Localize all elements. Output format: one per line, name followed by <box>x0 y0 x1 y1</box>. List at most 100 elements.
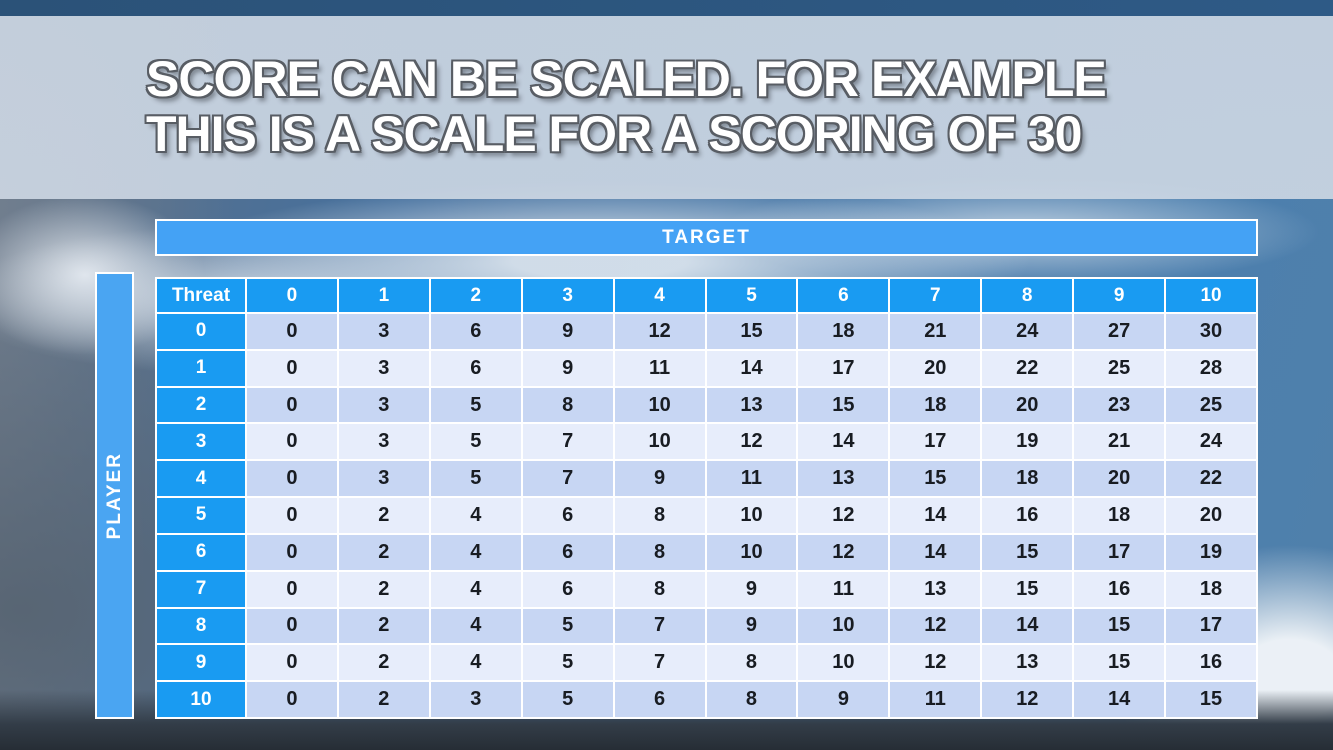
score-cell-7-7: 13 <box>890 571 981 607</box>
score-cell-7-6: 11 <box>798 571 889 607</box>
score-cell-0-5: 15 <box>706 314 797 349</box>
score-cell-4-0: 0 <box>247 461 337 497</box>
score-cell-8-2: 4 <box>430 608 521 644</box>
col-header-8: 8 <box>982 279 1073 312</box>
score-cell-2-9: 23 <box>1074 387 1165 423</box>
score-cell-0-2: 6 <box>430 314 521 349</box>
score-matrix: Threat 0 1 2 3 4 5 6 7 8 9 10 0 0 3 6 9 12 15 18 21 24 27 30 1 0 3… <box>155 277 1258 719</box>
score-cell-7-5: 9 <box>706 571 797 607</box>
score-cell-6-5: 10 <box>706 534 797 570</box>
score-cell-1-4: 11 <box>614 350 705 386</box>
score-cell-5-1: 2 <box>338 498 429 533</box>
score-cell-6-3: 6 <box>522 534 613 570</box>
score-cell-5-8: 16 <box>982 498 1073 533</box>
score-cell-10-7: 11 <box>890 682 981 717</box>
col-header-1: 1 <box>338 279 429 312</box>
score-cell-4-5: 11 <box>706 461 797 497</box>
score-cell-10-0: 0 <box>247 682 337 717</box>
score-cell-3-9: 21 <box>1074 424 1165 460</box>
slide-title-line2: THIS IS A SCALE FOR A SCORING OF 30 <box>146 106 1082 162</box>
score-cell-8-7: 12 <box>890 608 981 644</box>
score-cell-10-6: 9 <box>798 682 889 717</box>
score-cell-9-1: 2 <box>338 645 429 681</box>
score-cell-5-6: 12 <box>798 498 889 533</box>
score-cell-9-10: 16 <box>1166 645 1256 681</box>
score-cell-3-3: 7 <box>522 424 613 460</box>
score-cell-5-3: 6 <box>522 498 613 533</box>
row-header-3: 3 <box>157 424 245 460</box>
score-cell-3-0: 0 <box>247 424 337 460</box>
col-header-0: 0 <box>247 279 337 312</box>
score-cell-1-10: 28 <box>1166 350 1256 386</box>
score-cell-4-1: 3 <box>338 461 429 497</box>
score-cell-3-4: 10 <box>614 424 705 460</box>
score-cell-0-3: 9 <box>522 314 613 349</box>
score-cell-5-0: 0 <box>247 498 337 533</box>
slide-title-line1: SCORE CAN BE SCALED. FOR EXAMPLE <box>146 51 1107 107</box>
row-header-0: 0 <box>157 314 245 349</box>
score-cell-10-9: 14 <box>1074 682 1165 717</box>
score-cell-3-6: 14 <box>798 424 889 460</box>
corner-header-threat: Threat <box>157 279 245 312</box>
col-header-9: 9 <box>1074 279 1165 312</box>
row-header-9: 9 <box>157 645 245 681</box>
col-header-5: 5 <box>706 279 797 312</box>
score-cell-0-1: 3 <box>338 314 429 349</box>
score-cell-4-3: 7 <box>522 461 613 497</box>
score-cell-10-8: 12 <box>982 682 1073 717</box>
score-cell-1-3: 9 <box>522 350 613 386</box>
score-cell-8-9: 15 <box>1074 608 1165 644</box>
col-header-7: 7 <box>890 279 981 312</box>
col-header-2: 2 <box>430 279 521 312</box>
score-cell-3-1: 3 <box>338 424 429 460</box>
score-cell-5-4: 8 <box>614 498 705 533</box>
score-cell-0-9: 27 <box>1074 314 1165 349</box>
score-cell-1-5: 14 <box>706 350 797 386</box>
score-cell-9-4: 7 <box>614 645 705 681</box>
score-cell-0-10: 30 <box>1166 314 1256 349</box>
score-cell-6-1: 2 <box>338 534 429 570</box>
score-cell-10-5: 8 <box>706 682 797 717</box>
col-header-6: 6 <box>798 279 889 312</box>
score-cell-4-10: 22 <box>1166 461 1256 497</box>
score-cell-7-0: 0 <box>247 571 337 607</box>
score-cell-1-1: 3 <box>338 350 429 386</box>
score-cell-4-9: 20 <box>1074 461 1165 497</box>
score-cell-6-4: 8 <box>614 534 705 570</box>
score-cell-8-0: 0 <box>247 608 337 644</box>
score-cell-4-6: 13 <box>798 461 889 497</box>
score-cell-5-7: 14 <box>890 498 981 533</box>
score-cell-1-6: 17 <box>798 350 889 386</box>
score-cell-5-5: 10 <box>706 498 797 533</box>
score-cell-2-6: 15 <box>798 387 889 423</box>
score-cell-2-1: 3 <box>338 387 429 423</box>
score-cell-9-8: 13 <box>982 645 1073 681</box>
col-header-3: 3 <box>522 279 613 312</box>
title-banner <box>0 16 1333 199</box>
player-sidebar: PLAYER <box>95 272 134 719</box>
top-accent-bar <box>0 0 1333 16</box>
target-label: TARGET <box>662 226 751 248</box>
score-cell-3-10: 24 <box>1166 424 1256 460</box>
score-cell-9-9: 15 <box>1074 645 1165 681</box>
score-cell-8-4: 7 <box>614 608 705 644</box>
score-cell-4-7: 15 <box>890 461 981 497</box>
score-cell-1-0: 0 <box>247 350 337 386</box>
score-cell-8-1: 2 <box>338 608 429 644</box>
score-cell-9-5: 8 <box>706 645 797 681</box>
score-cell-7-8: 15 <box>982 571 1073 607</box>
score-cell-8-8: 14 <box>982 608 1073 644</box>
score-cell-3-5: 12 <box>706 424 797 460</box>
score-cell-3-2: 5 <box>430 424 521 460</box>
score-cell-9-2: 4 <box>430 645 521 681</box>
score-cell-2-5: 13 <box>706 387 797 423</box>
score-cell-5-9: 18 <box>1074 498 1165 533</box>
score-cell-4-8: 18 <box>982 461 1073 497</box>
score-cell-7-4: 8 <box>614 571 705 607</box>
row-header-8: 8 <box>157 608 245 644</box>
score-cell-6-10: 19 <box>1166 534 1256 570</box>
score-cell-6-8: 15 <box>982 534 1073 570</box>
score-cell-8-3: 5 <box>522 608 613 644</box>
score-cell-2-10: 25 <box>1166 387 1256 423</box>
